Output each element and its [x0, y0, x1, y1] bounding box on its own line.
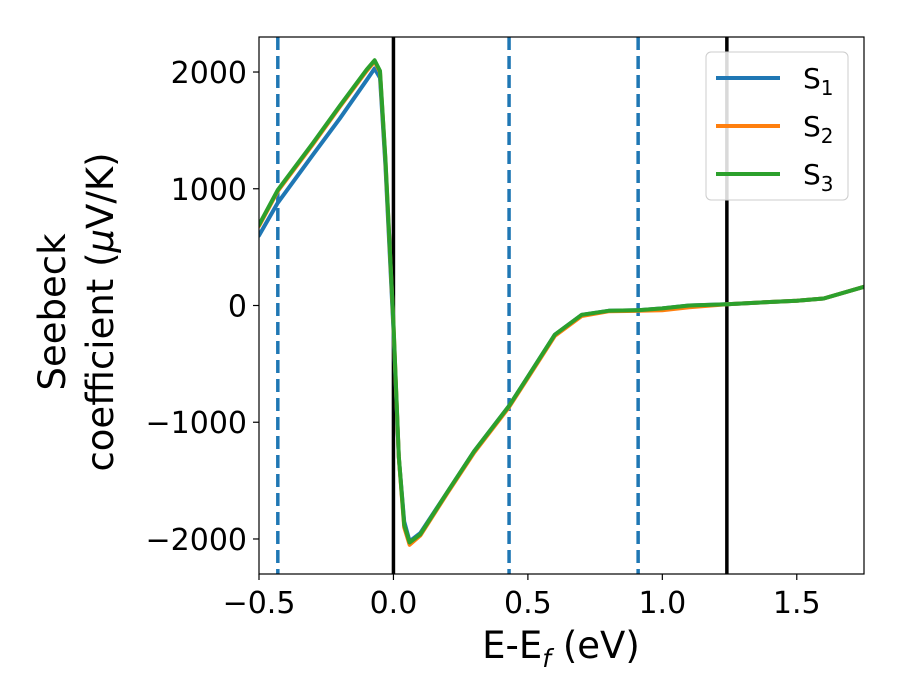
y-tick-label: 2000 — [171, 56, 247, 91]
y-axis-label-line2: coefficient (μV/K) — [79, 152, 122, 471]
y-tick-label: −1000 — [146, 406, 247, 441]
x-tick-label: 1.5 — [773, 586, 821, 621]
y-axis-label: Seebeck coefficient (μV/K) — [31, 152, 122, 471]
y-tick-label: 1000 — [171, 173, 247, 208]
legend-label-3: S3 — [803, 158, 834, 196]
x-tick-label: 1.0 — [638, 586, 686, 621]
legend-label-2: S2 — [803, 110, 834, 148]
series-line-3 — [259, 58, 864, 545]
y-axis-label-line1: Seebeck — [31, 233, 74, 391]
y-tick-label: −2000 — [146, 523, 247, 558]
x-axis-ticks: −0.5 0.0 0.5 1.0 1.5 — [223, 574, 821, 621]
x-axis-label: E-Ef (eV) — [482, 624, 640, 673]
x-tick-label: −0.5 — [223, 586, 296, 621]
y-axis-ticks: 2000 1000 0 −1000 −2000 — [146, 56, 259, 558]
y-tick-label: 0 — [228, 290, 247, 325]
x-tick-label: 0.0 — [370, 586, 418, 621]
x-tick-label: 0.5 — [504, 586, 552, 621]
legend: S1 S2 S3 — [705, 51, 849, 201]
legend-label-1: S1 — [803, 62, 834, 100]
data-series — [259, 58, 864, 547]
